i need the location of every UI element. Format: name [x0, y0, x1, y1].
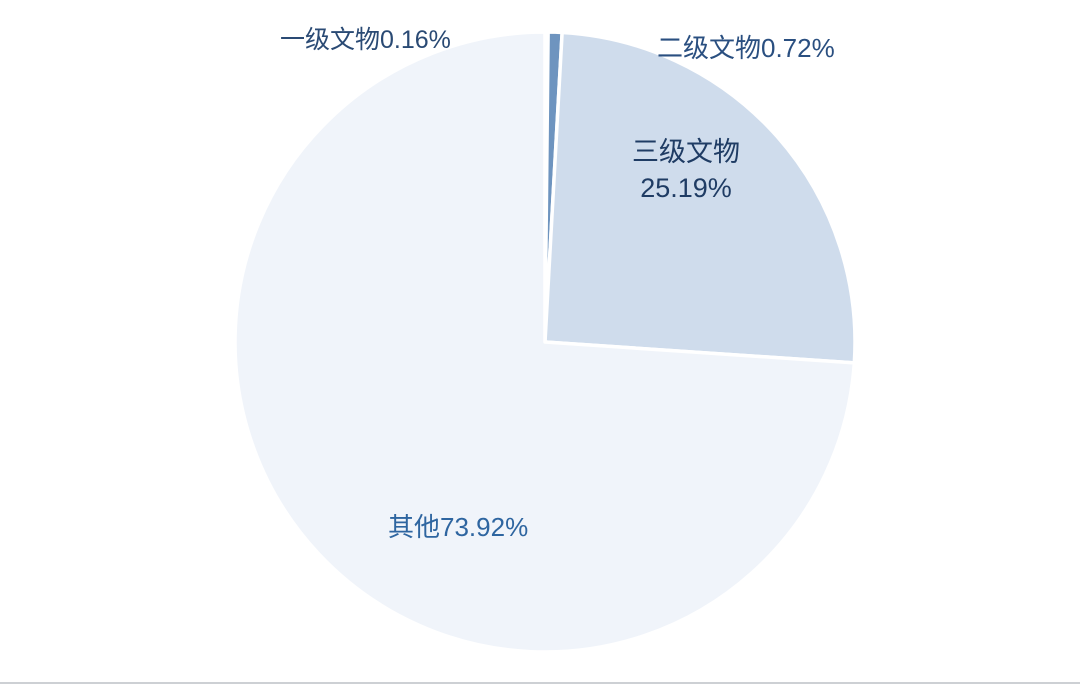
pie-label-grade2: 二级文物0.72%: [657, 33, 835, 63]
pie-slice-other[interactable]: [233, 30, 857, 654]
pie-label-other: 其他73.92%: [388, 512, 529, 542]
pie-label-grade1: 一级文物0.16%: [280, 26, 451, 54]
bottom-border-line: [0, 682, 1080, 684]
pie-slice-grade3[interactable]: [543, 30, 857, 365]
pie-label-grade3-percent: 25.19%: [640, 173, 732, 203]
pie-label-grade3: 三级文物 25.19%: [632, 134, 740, 206]
pie-label-grade3-name: 三级文物: [632, 137, 740, 167]
